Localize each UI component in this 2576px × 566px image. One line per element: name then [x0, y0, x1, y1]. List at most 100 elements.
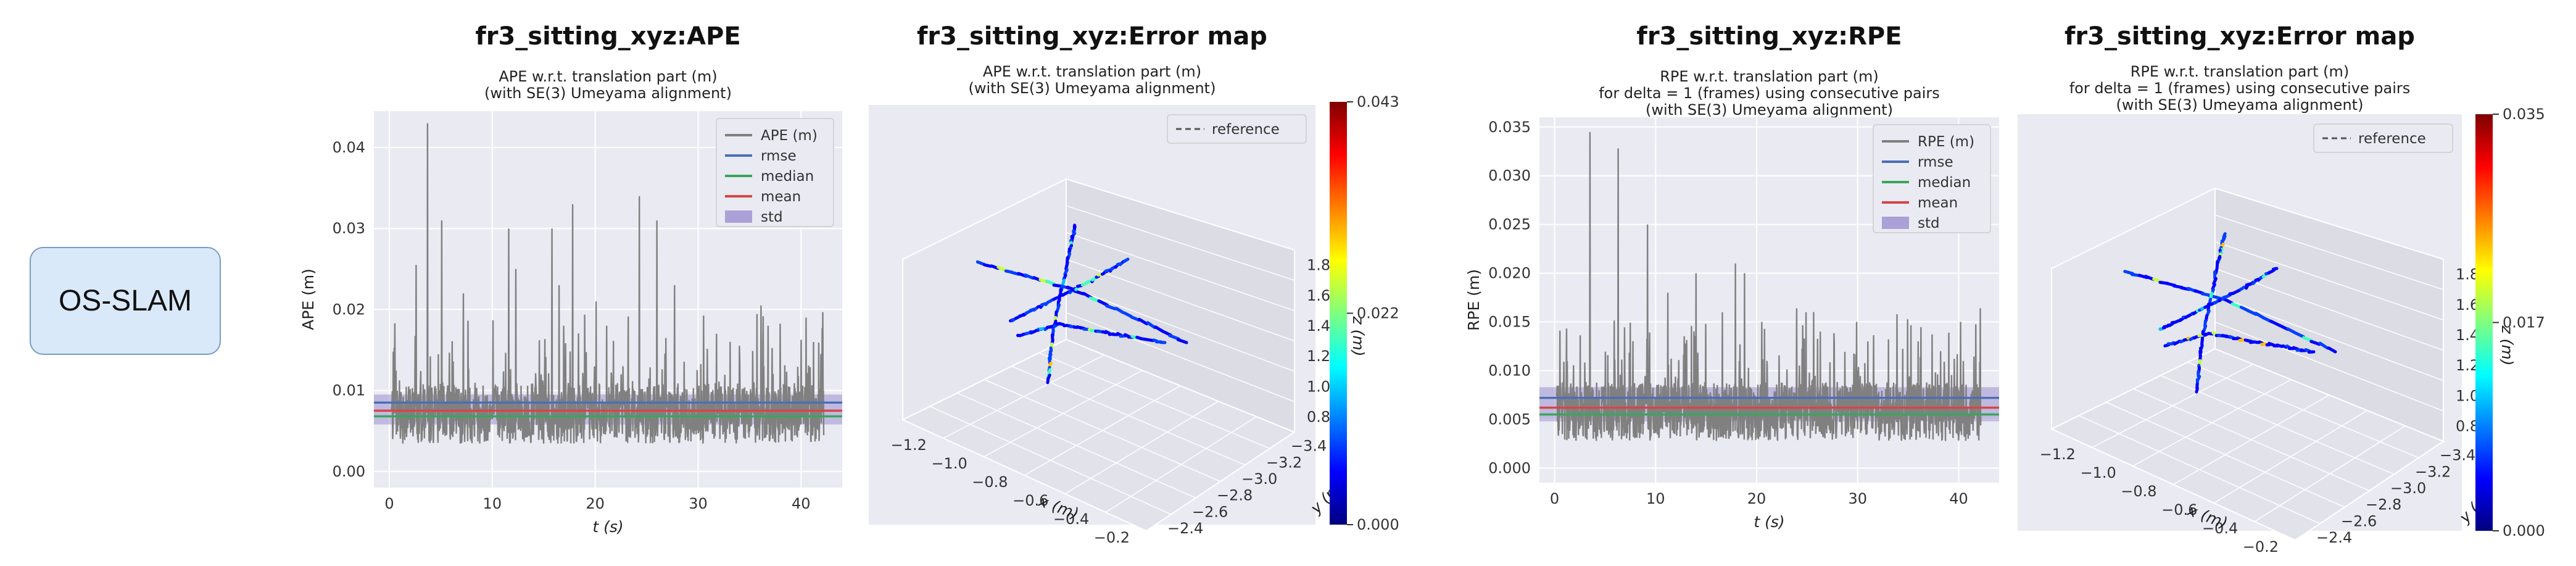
ape-xtick-label: 20 [586, 495, 605, 512]
ape-map-trajectory-segment [1085, 279, 1093, 284]
ape-map-xtick-label: −0.4 [1053, 510, 1089, 528]
rpe-map-subtitle-0: RPE w.r.t. translation part (m) [2131, 63, 2350, 80]
ape-ytick-label: 0.02 [333, 301, 365, 318]
ape-xlabel: t (s) [592, 518, 623, 536]
ape-map-ytick-label: −3.2 [1266, 454, 1302, 471]
rpe-map-trajectory-segment [2327, 346, 2337, 354]
rpe-map-zlabel: z (m) [2498, 325, 2516, 366]
ape-title: fr3_sitting_xyz:APE [475, 22, 740, 51]
ape-xtick-label: 30 [689, 495, 708, 512]
ape-map-colorbar-label: 0.022 [1357, 305, 1399, 322]
ape-map-trajectory-segment [1052, 283, 1063, 288]
rpe-map-trajectory-segment [2238, 338, 2246, 343]
ape-subtitle-0: APE w.r.t. translation part (m) [499, 68, 717, 85]
rpe-map-trajectory-segment [2281, 344, 2288, 349]
rpe-map-trajectory-segment [2276, 343, 2284, 348]
ape-ylabel: APE (m) [299, 268, 317, 330]
rpe-map-ytick-label: −2.8 [2366, 496, 2401, 514]
ape-map-trajectory-segment [1104, 330, 1111, 335]
rpe-xtick-label: 30 [1848, 490, 1867, 507]
rpe-map-trajectory-segment [2302, 336, 2313, 343]
ape-map-ytick-label: −3.0 [1241, 470, 1277, 488]
rpe-map-trajectory-segment [2230, 302, 2242, 309]
rpe-map-trajectory-segment [2192, 310, 2198, 316]
rpe-map-trajectory-segment [2295, 331, 2306, 339]
rpe-map-title: fr3_sitting_xyz:Error map [2065, 22, 2415, 51]
rpe-map-trajectory-segment [2202, 324, 2208, 333]
rpe-title: fr3_sitting_xyz:RPE [1636, 22, 1902, 51]
rpe-map-colorbar [2475, 114, 2493, 531]
ape-map-trajectory-segment [990, 264, 1000, 270]
ape-map-trajectory-segment [975, 260, 985, 266]
rpe-map-grid-line [2214, 294, 2444, 381]
rpe-map-ztick-label: 1.4 [2456, 327, 2479, 344]
rpe-map-trajectory-segment [2252, 340, 2260, 344]
rpe-map-grid-line [2214, 214, 2444, 290]
ape-xtick-label: 0 [384, 495, 394, 512]
rpe-ytick-label: 0.005 [1488, 410, 1531, 428]
rpe-legend-label: rmse [1918, 154, 1953, 170]
ape-legend-label: std [761, 209, 783, 225]
rpe-map-grid-line [2187, 361, 2419, 459]
ape-map-xtick-label: −0.2 [1094, 529, 1130, 546]
ape-map-trajectory-segment [1061, 278, 1066, 286]
rpe-map-trajectory-segment [2182, 338, 2189, 342]
ape-xtick-label: 40 [792, 495, 811, 512]
ape-xtick-label: 10 [483, 495, 502, 512]
rpe-ytick-label: 0.035 [1488, 119, 1531, 136]
ape-map-trajectory-segment [1045, 279, 1056, 286]
ape-legend-label: rmse [761, 148, 797, 164]
rpe-map-trajectory-segment [2271, 267, 2279, 271]
ape-ytick-label: 0.04 [333, 139, 365, 156]
ape-ytick-label: 0.01 [333, 382, 365, 399]
ape-map-grid-line [1066, 285, 1295, 372]
ape-map-ztick-label: 1.2 [1307, 348, 1330, 365]
ape-map-trajectory-segment [1168, 334, 1180, 341]
ape-legend-label: median [761, 169, 814, 185]
rpe-map-trajectory-segment [2231, 290, 2238, 296]
ape-map-ytick-label: −2.4 [1167, 520, 1203, 537]
ape-map-trajectory-segment [1062, 323, 1069, 328]
rpe-map-subtitle-1: for delta = 1 (frames) using consecutive… [2069, 80, 2411, 97]
rpe-map-trajectory-segment [2212, 277, 2218, 285]
rpe-legend-label: std [1918, 215, 1940, 231]
ape-legend-label: APE (m) [761, 128, 818, 144]
ape-map-grid-line [1066, 312, 1295, 402]
rpe-error-series [1555, 131, 1982, 441]
rpe-map-xtick-label: −0.4 [2202, 520, 2238, 537]
rpe-map-ztick-label: 1.2 [2456, 357, 2479, 374]
rpe-map-colorbar-label: 0.017 [2503, 314, 2545, 331]
rpe-map-legend-label: reference [2358, 131, 2426, 147]
ape-map-trajectory-segment [1063, 268, 1069, 276]
ape-map-trajectory-segment [1105, 304, 1117, 310]
method-label: OS-SLAM [58, 285, 193, 317]
rpe-ytick-label: 0.025 [1488, 216, 1531, 233]
rpe-map-trajectory-segment [2242, 285, 2247, 289]
ape-panel: fr3_sitting_xyz:APE APE w.r.t. translatio… [299, 22, 842, 536]
ape-map-trajectory-segment [1122, 311, 1133, 318]
rpe-map-legend [2313, 123, 2453, 153]
ape-map-grid-line [1038, 352, 1270, 449]
ape-map-colorbar [1330, 102, 1347, 525]
ape-ytick-label: 0.03 [333, 220, 365, 237]
rpe-map-trajectory-segment [2213, 299, 2220, 305]
rpe-map-trajectory-segment [2186, 312, 2193, 318]
rpe-xtick-label: 0 [1550, 490, 1559, 507]
rpe-map-ztick-label: 0.8 [2456, 417, 2479, 435]
rpe-map-xtick-label: −1.0 [2080, 464, 2116, 481]
rpe-map-xtick-label: −0.6 [2161, 501, 2197, 518]
ape-map-trajectory-segment [1029, 329, 1037, 335]
ape-map-grid-line [1066, 231, 1295, 312]
ape-ytick-label: 0.00 [333, 463, 365, 480]
ape-legend-label: mean [761, 189, 801, 205]
rpe-map-ztick-label: 1.6 [2456, 296, 2479, 314]
rpe-xlabel: t (s) [1754, 513, 1784, 531]
rpe-subtitle-0: RPE w.r.t. translation part (m) [1660, 68, 1879, 85]
ape-map-xtick-label: −0.8 [972, 473, 1008, 491]
ape-map-trajectory-segment [1072, 289, 1085, 296]
rpe-map-trajectory-segment [2172, 340, 2180, 346]
rpe-ytick-label: 0.010 [1488, 362, 1531, 379]
ape-map-trajectory-segment [1055, 303, 1061, 313]
rpe-map-ytick-label: −2.4 [2316, 529, 2352, 546]
